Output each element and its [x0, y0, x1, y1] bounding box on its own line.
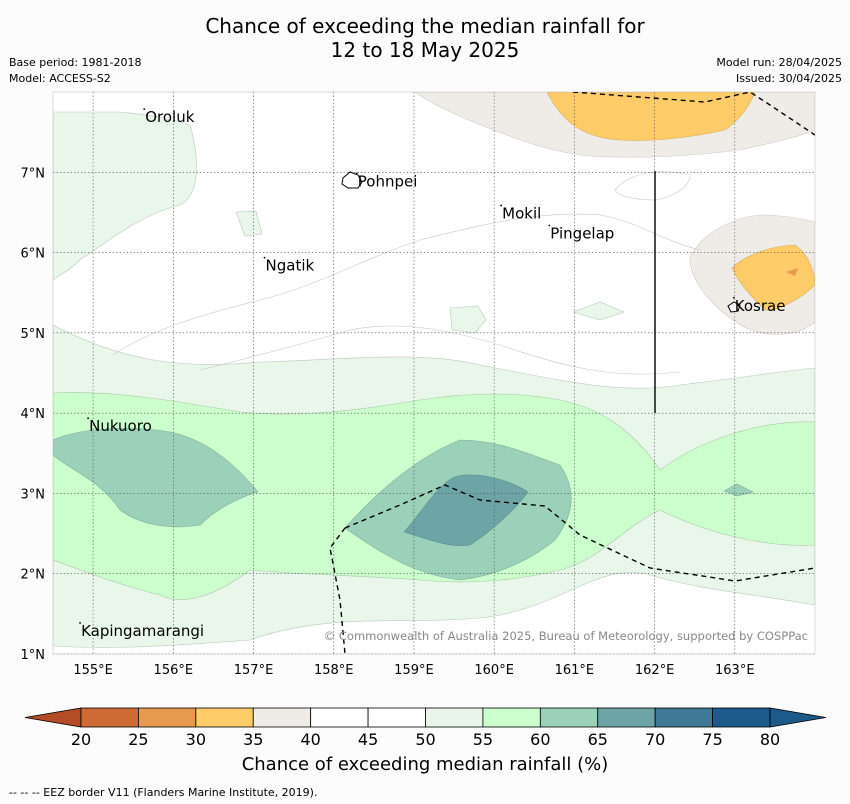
title-line-2: 12 to 18 May 2025 [330, 38, 520, 62]
place-label: Mokil [502, 204, 541, 222]
colorbar-segment [712, 707, 771, 728]
contour-55-60-patch-2 [449, 305, 487, 334]
place-marker [87, 417, 89, 420]
lat-tick-label: 3°N [21, 487, 46, 502]
metadata-right: Model run: 28/04/2025 Issued: 30/04/2025 [716, 55, 842, 87]
colorbar-segment [138, 707, 197, 728]
contour-55-60-north [53, 111, 197, 281]
lon-tick-label: 160°E [474, 663, 514, 678]
colorbar-tick-label: 80 [760, 730, 780, 749]
copyright-notice: © Commonwealth of Australia 2025, Bureau… [324, 629, 808, 643]
colorbar-tick-label: 50 [415, 730, 435, 749]
colorbar-tick-label: 40 [300, 730, 320, 749]
map-frame [52, 91, 816, 655]
colorbar-segment [425, 707, 484, 728]
eez-footnote: -- -- -- EEZ border V11 (Flanders Marine… [9, 786, 318, 799]
lon-tick-label: 155°E [73, 663, 113, 678]
lat-tick-label: 5°N [21, 327, 46, 342]
lon-tick-label: 157°E [234, 663, 274, 678]
rainfall-map: Oroluk Pohnpei Mokil Pingelap Ngatik Kosrae Nu… [21, 91, 816, 678]
place-label: Ngatik [266, 257, 315, 275]
lon-tick-label: 163°E [715, 663, 755, 678]
lat-tick-label: 2°N [21, 568, 46, 583]
eez-borders [329, 92, 815, 654]
contour-line-50c [614, 171, 691, 201]
contour-65-70-patch [723, 483, 754, 497]
colorbar-tick-label: 45 [358, 730, 378, 749]
colorbar-segment [195, 707, 254, 728]
metadata-left: Base period: 1981-2018 Model: ACCESS-S2 [9, 55, 141, 87]
colorbar-ticks: 20 25 30 35 40 45 50 55 60 65 70 75 80 [71, 730, 780, 749]
contour-55-60-patch-1 [235, 210, 263, 237]
lat-tick-label: 7°N [21, 166, 46, 181]
lat-tick-label: 1°N [21, 648, 46, 663]
place-label: Pingelap [550, 225, 614, 243]
place-labels: Oroluk Pohnpei Mokil Pingelap Ngatik Kosrae Nu… [79, 108, 785, 640]
colorbar-tick-label: 30 [186, 730, 206, 749]
place-label: Kapingamarangi [81, 622, 204, 640]
contour-35-40-north [546, 92, 756, 141]
contour-70-75 [403, 474, 529, 546]
contour-65-70-west [53, 427, 259, 528]
axis-labels: 155°E 156°E 157°E 158°E 159°E 160°E 161°E 162°E… [21, 166, 755, 678]
colorbar-tick-label: 70 [645, 730, 665, 749]
model-name: Model: ACCESS-S2 [9, 72, 111, 85]
place-label: Oroluk [145, 108, 194, 126]
contour-55-60-patch-3 [572, 301, 625, 321]
colorbar-tick-label: 65 [588, 730, 608, 749]
place-label: Pohnpei [358, 172, 418, 190]
colorbar-segment [654, 707, 713, 728]
model-run: Model run: 28/04/2025 [716, 56, 842, 69]
colorbar-extend-low [24, 707, 82, 728]
eez-border-south [344, 484, 815, 582]
lon-tick-label: 158°E [314, 663, 354, 678]
colorbar-segment [597, 707, 656, 728]
lat-tick-label: 6°N [21, 247, 46, 262]
place-label: Kosrae [735, 297, 786, 315]
colorbar-tick-label: 35 [243, 730, 263, 749]
kosrae-island-icon [727, 301, 741, 313]
eez-border-north [572, 92, 815, 136]
place-marker [143, 108, 146, 110]
colorbar-segment [80, 707, 139, 728]
colorbar-extend-high [769, 707, 827, 728]
lon-tick-label: 156°E [154, 663, 194, 678]
colorbar-tick-label: 25 [128, 730, 148, 749]
lon-tick-label: 161°E [555, 663, 595, 678]
colorbar-segment [252, 707, 312, 728]
lon-tick-label: 162°E [635, 663, 675, 678]
contour-line-50b [199, 325, 681, 375]
place-marker [79, 622, 81, 624]
contour-30-35-spot [786, 268, 798, 276]
place-marker [732, 296, 735, 299]
place-marker [263, 256, 266, 259]
contour-line-50 [112, 213, 701, 356]
lon-tick-label: 159°E [394, 663, 434, 678]
pohnpei-island-icon [341, 171, 363, 189]
lat-tick-label: 4°N [21, 407, 46, 422]
place-label: Nukuoro [89, 417, 152, 435]
colorbar-tick-label: 55 [473, 730, 493, 749]
colorbar-tick-label: 20 [71, 730, 91, 749]
place-marker [548, 224, 551, 227]
colorbar-segments [24, 707, 827, 728]
issued-date: Issued: 30/04/2025 [735, 72, 842, 85]
title-line-1: Chance of exceeding the median rainfall … [205, 14, 645, 38]
colorbar-segment [539, 707, 599, 728]
colorbar-segment [482, 707, 541, 728]
colorbar-tick-label: 60 [530, 730, 550, 749]
colorbar-label: Chance of exceeding median rainfall (%) [241, 754, 609, 775]
place-marker [500, 204, 503, 207]
colorbar-segment [367, 707, 426, 728]
map-fill-layer [53, 92, 815, 654]
eez-border-southwest [329, 527, 346, 654]
place-marker [355, 172, 358, 175]
map-title: Chance of exceeding the median rainfall … [0, 14, 850, 62]
colorbar-segment [310, 707, 369, 728]
base-period: Base period: 1981-2018 [9, 56, 142, 69]
colorbar: 20 25 30 35 40 45 50 55 60 65 70 75 80 [24, 707, 827, 749]
colorbar-tick-label: 75 [702, 730, 722, 749]
